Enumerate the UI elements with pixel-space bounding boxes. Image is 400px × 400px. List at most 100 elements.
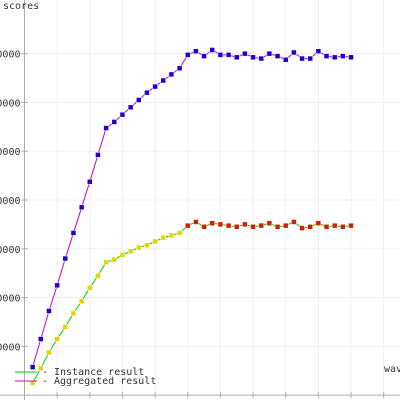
data-point: [103, 259, 109, 265]
data-point: [323, 224, 330, 230]
data-point: [176, 65, 183, 72]
y-tick-label: 1200000: [0, 98, 20, 109]
data-point: [299, 55, 305, 62]
data-point: [331, 222, 338, 229]
y-tick-label: 1400000: [0, 50, 20, 61]
data-point: [168, 232, 175, 239]
data-point: [95, 152, 101, 158]
grid-lines: [24, 0, 400, 396]
data-point: [307, 55, 313, 62]
series-layer: [29, 47, 354, 386]
data-point: [160, 77, 167, 84]
data-point: [78, 204, 85, 211]
data-point: [225, 222, 232, 229]
legend-prefix-instance: -: [42, 367, 48, 378]
data-point: [136, 97, 142, 103]
data-point: [299, 225, 305, 231]
y-tick-label: 1000000: [0, 147, 20, 158]
data-point: [282, 222, 289, 229]
data-point: [209, 220, 215, 226]
y-tick-label: 400000: [0, 294, 20, 305]
data-point: [46, 349, 52, 356]
data-point: [291, 219, 297, 225]
x-axis-title: wave: [384, 364, 400, 375]
data-point: [258, 55, 264, 62]
data-point: [62, 255, 69, 262]
data-point: [233, 54, 240, 61]
data-point: [62, 324, 69, 330]
data-point: [340, 53, 346, 59]
data-point: [103, 125, 109, 131]
data-point: [87, 285, 93, 291]
data-point: [348, 54, 354, 61]
data-point: [250, 224, 256, 230]
data-point: [323, 53, 330, 59]
data-point: [127, 248, 134, 254]
legend-prefix-aggregated: -: [42, 376, 48, 387]
data-point: [144, 242, 150, 248]
data-point: [242, 221, 248, 228]
data-point: [152, 238, 158, 245]
data-point: [315, 220, 322, 226]
data-point: [209, 47, 215, 53]
data-point: [217, 52, 224, 58]
data-point: [70, 230, 77, 236]
data-point: [38, 336, 44, 342]
data-point: [54, 336, 60, 342]
data-point: [70, 310, 77, 317]
data-point: [176, 230, 183, 236]
data-point: [95, 272, 101, 279]
series-line: [32, 221, 352, 384]
legend-label-aggregated: Aggregated result: [54, 376, 156, 387]
data-point: [282, 57, 289, 63]
data-point: [78, 298, 85, 304]
data-point: [274, 53, 281, 59]
data-point: [185, 222, 191, 229]
data-point: [291, 49, 297, 56]
y-tick-label: 200000: [0, 342, 20, 353]
y-tick-label: 600000: [0, 245, 20, 256]
legend: - Instance result - Aggregated result: [15, 367, 156, 387]
data-point: [46, 308, 52, 314]
data-point: [266, 50, 273, 57]
data-point: [250, 54, 256, 61]
data-point: [201, 224, 207, 230]
data-point: [348, 222, 354, 229]
data-point: [193, 219, 199, 225]
data-point: [29, 380, 36, 386]
data-point: [274, 224, 281, 230]
data-point: [38, 365, 44, 372]
data-point: [307, 224, 313, 230]
data-point: [152, 83, 158, 90]
data-point: [136, 244, 142, 251]
data-point: [160, 235, 167, 241]
labels: scores wave: [3, 1, 400, 375]
y-tick-label: 800000: [0, 196, 20, 207]
data-point: [225, 52, 232, 58]
data-point: [144, 89, 150, 96]
data-point: [111, 257, 118, 263]
data-point: [119, 252, 126, 258]
data-point: [168, 71, 175, 78]
data-point: [127, 104, 134, 111]
data-point: [54, 282, 60, 289]
data-point: [185, 52, 191, 58]
data-point: [217, 221, 224, 228]
data-point: [258, 222, 264, 229]
data-point: [111, 119, 118, 125]
data-point: [315, 48, 322, 54]
data-point: [266, 220, 273, 226]
data-point: [87, 178, 93, 185]
data-point: [193, 48, 199, 54]
data-point: [233, 224, 240, 230]
data-point: [201, 53, 207, 59]
data-point: [29, 364, 36, 370]
data-point: [340, 224, 346, 230]
data-point: [242, 50, 248, 57]
legend-label-instance: Instance result: [54, 367, 144, 378]
data-point: [331, 54, 338, 61]
data-point: [119, 111, 126, 118]
series-line: [32, 49, 352, 368]
